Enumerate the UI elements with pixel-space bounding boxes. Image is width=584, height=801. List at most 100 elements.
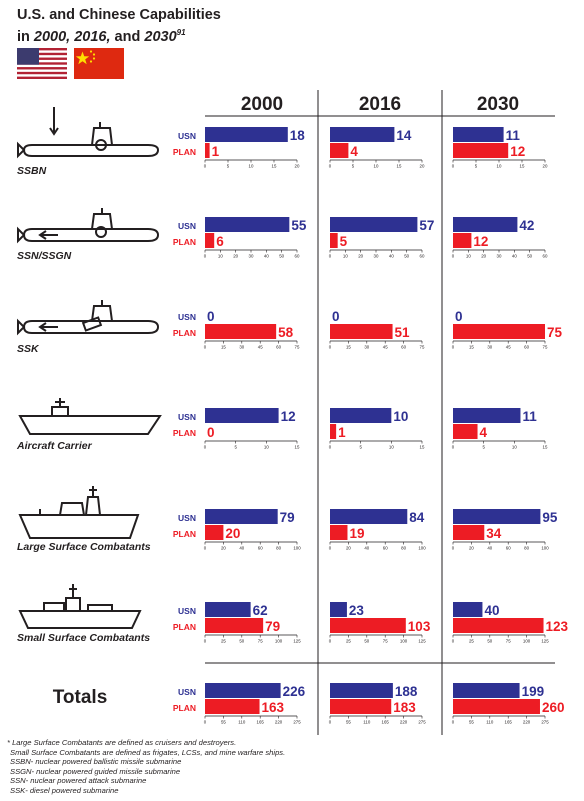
category-label-small-surface-combatants: Small Surface Combatants	[17, 632, 150, 644]
x-tick-label: 0	[452, 639, 455, 644]
x-tick-label: 45	[258, 345, 263, 350]
usn-value: 23	[349, 603, 365, 618]
plan-value: 51	[395, 325, 411, 340]
plan-value: 6	[216, 234, 224, 249]
plan-bar	[205, 233, 215, 248]
plan-bar	[330, 525, 348, 540]
category-label-aircraft-carrier: Aircraft Carrier	[16, 440, 93, 452]
plan-bar	[453, 699, 540, 714]
usn-value: 57	[419, 218, 434, 233]
x-tick-label: 15	[272, 164, 277, 169]
x-tick-label: 40	[389, 254, 394, 259]
usn-bar	[205, 602, 251, 617]
x-tick-label: 0	[204, 164, 207, 169]
x-tick-label: 0	[204, 445, 207, 450]
aircraft-carrier-icon	[18, 398, 162, 435]
x-tick-label: 55	[221, 720, 226, 725]
x-tick-label: 5	[359, 445, 362, 450]
x-tick-label: 220	[275, 720, 283, 725]
plan-bar	[453, 143, 509, 158]
footnote-line: * Large Surface Combatants are defined a…	[7, 738, 237, 747]
x-tick-label: 0	[329, 546, 332, 551]
title-and: and	[110, 28, 145, 45]
plan-value: 4	[350, 144, 358, 159]
x-tick-label: 0	[204, 345, 207, 350]
panel-ssn-ssgn-2030: 42 12 0 10 20 30 40 50 60	[452, 217, 548, 259]
title-footnote-ref: 91	[176, 28, 186, 37]
x-tick-label: 10	[512, 445, 517, 450]
x-tick-label: 5	[227, 164, 230, 169]
row-large-surface-combatants: Large Surface Combatants USN PLAN 79 20 0 20 40…	[17, 509, 558, 553]
usn-value: 226	[283, 684, 306, 699]
usn-bar	[205, 509, 278, 524]
x-tick-label: 0	[329, 254, 332, 259]
x-tick-label: 100	[400, 639, 408, 644]
plan-value: 12	[510, 144, 525, 159]
x-tick-label: 110	[363, 720, 371, 725]
year-header-2016: 2016	[359, 94, 401, 115]
x-tick-label: 20	[233, 254, 238, 259]
usn-bar	[330, 127, 395, 142]
x-tick-label: 40	[487, 546, 492, 551]
x-tick-label: 10	[497, 164, 502, 169]
x-tick-label: 80	[276, 546, 281, 551]
title-year-2030: 2030	[144, 28, 177, 45]
x-tick-label: 50	[527, 254, 532, 259]
usn-value: 84	[409, 510, 425, 525]
usn-bar	[330, 217, 418, 232]
x-tick-label: 100	[293, 546, 301, 551]
x-tick-label: 15	[420, 445, 425, 450]
plan-label: PLAN	[173, 147, 196, 157]
usn-label: USN	[178, 412, 196, 422]
plan-value: 20	[225, 526, 240, 541]
x-tick-label: 10	[466, 254, 471, 259]
category-label-large-surface-combatants: Large Surface Combatants	[17, 541, 151, 553]
x-tick-label: 100	[541, 546, 549, 551]
plan-value: 103	[408, 619, 431, 634]
plan-value: 75	[547, 325, 563, 340]
x-tick-label: 10	[218, 254, 223, 259]
footnotes: * Large Surface Combatants are defined a…	[7, 738, 285, 796]
x-tick-label: 15	[346, 345, 351, 350]
plan-bar	[330, 424, 337, 439]
plan-label: PLAN	[173, 428, 196, 438]
usn-bar	[330, 509, 408, 524]
plan-bar	[330, 143, 349, 158]
x-tick-label: 10	[264, 445, 269, 450]
x-tick-label: 0	[329, 639, 332, 644]
x-tick-label: 40	[264, 254, 269, 259]
x-tick-label: 30	[374, 254, 379, 259]
x-tick-label: 60	[524, 345, 529, 350]
footnote-line: Small Surface Combatants are defined as …	[10, 747, 286, 757]
x-tick-label: 75	[506, 639, 511, 644]
panel-ssk-2030: 0 75 0 15 30 45 60 75	[452, 309, 563, 350]
large-surface-combatant-icon	[18, 486, 140, 539]
x-tick-label: 110	[238, 720, 246, 725]
plan-bar	[205, 699, 260, 714]
title-line-1: U.S. and Chinese Capabilities	[17, 7, 221, 23]
usn-value: 0	[207, 309, 215, 324]
title-line-2: in 2000, 2016, and 203091	[17, 24, 221, 46]
ssk-submarine-icon	[17, 300, 160, 336]
x-tick-label: 30	[239, 345, 244, 350]
x-tick-label: 30	[249, 254, 254, 259]
x-tick-label: 125	[293, 639, 301, 644]
x-tick-label: 0	[204, 720, 207, 725]
ssn-submarine-icon	[17, 208, 160, 244]
usn-value: 40	[484, 603, 499, 618]
x-tick-label: 75	[258, 639, 263, 644]
x-tick-label: 5	[234, 445, 237, 450]
x-tick-label: 25	[346, 639, 351, 644]
plan-bar	[205, 324, 277, 339]
x-tick-label: 55	[469, 720, 474, 725]
x-tick-label: 40	[512, 254, 517, 259]
x-tick-label: 30	[497, 254, 502, 259]
x-tick-label: 0	[452, 445, 455, 450]
x-tick-label: 10	[374, 164, 379, 169]
year-header-2030: 2030	[477, 94, 519, 115]
